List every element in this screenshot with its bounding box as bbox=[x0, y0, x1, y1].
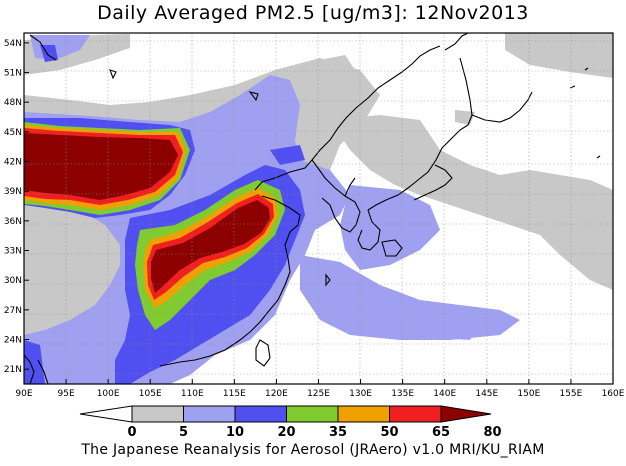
colorbar-swatch bbox=[337, 405, 390, 423]
lon-tick-label: 115E bbox=[223, 389, 246, 399]
graticule bbox=[24, 33, 613, 384]
colorbar-label: 5 bbox=[179, 425, 188, 440]
coastlines bbox=[24, 33, 601, 384]
colorbar-label: 10 bbox=[226, 425, 244, 440]
latitude-axis: 21N 24N 27N 30N 33N 36N 39N 42N 45N 48N 51N 54N bbox=[4, 39, 29, 375]
lon-tick-label: 160E bbox=[602, 389, 625, 399]
lon-tick-label: 145E bbox=[475, 389, 498, 399]
lat-tick-label: 48N bbox=[4, 98, 22, 108]
lat-tick-label: 39N bbox=[4, 187, 22, 197]
colorbar-label: 0 bbox=[127, 425, 136, 440]
lon-tick-label: 155E bbox=[559, 389, 582, 399]
lon-tick-label: 135E bbox=[391, 389, 414, 399]
lat-tick-label: 33N bbox=[4, 247, 22, 257]
lon-tick-label: 120E bbox=[265, 389, 288, 399]
colorbar-label: 50 bbox=[380, 425, 398, 440]
lat-tick-label: 27N bbox=[4, 306, 22, 316]
lat-tick-label: 51N bbox=[4, 69, 22, 79]
lat-tick-label: 36N bbox=[4, 217, 22, 227]
lat-tick-label: 45N bbox=[4, 128, 22, 138]
credit-line: The Japanese Reanalysis for Aerosol (JRA… bbox=[81, 442, 545, 458]
lat-tick-label: 42N bbox=[4, 158, 22, 168]
lat-tick-label: 24N bbox=[4, 336, 22, 346]
colorbar-swatch bbox=[389, 405, 442, 423]
lon-tick-label: 90E bbox=[15, 389, 32, 399]
lat-tick-label: 21N bbox=[4, 365, 22, 375]
longitude-axis: 90E 95E 100E 105E 110E 115E 120E 125E 130E 135E 14… bbox=[15, 379, 625, 399]
colorbar-swatch-low bbox=[79, 405, 133, 423]
lat-tick-label: 54N bbox=[4, 39, 22, 49]
colorbar-swatch bbox=[286, 405, 339, 423]
lon-tick-label: 105E bbox=[139, 389, 162, 399]
lon-tick-label: 125E bbox=[307, 389, 330, 399]
colorbar: 0 5 10 20 35 50 65 80 bbox=[79, 405, 502, 440]
colorbar-swatch bbox=[183, 405, 236, 423]
lat-tick-label: 30N bbox=[4, 276, 22, 286]
colorbar-label: 65 bbox=[432, 425, 450, 440]
colorbar-swatch bbox=[234, 405, 287, 423]
map-title: Daily Averaged PM2.5 [ug/m3]: 12Nov2013 bbox=[97, 2, 529, 24]
pm25-field-darkred bbox=[24, 133, 270, 293]
colorbar-label: 80 bbox=[483, 425, 501, 440]
colorbar-swatch bbox=[131, 405, 184, 423]
lon-tick-label: 110E bbox=[181, 389, 204, 399]
colorbar-label: 35 bbox=[329, 425, 347, 440]
colorbar-swatch-high bbox=[440, 405, 492, 423]
lon-tick-label: 100E bbox=[97, 389, 120, 399]
lon-tick-label: 140E bbox=[433, 389, 456, 399]
lon-tick-label: 95E bbox=[58, 389, 75, 399]
colorbar-label: 20 bbox=[277, 425, 295, 440]
lon-tick-label: 130E bbox=[349, 389, 372, 399]
lon-tick-label: 150E bbox=[517, 389, 540, 399]
